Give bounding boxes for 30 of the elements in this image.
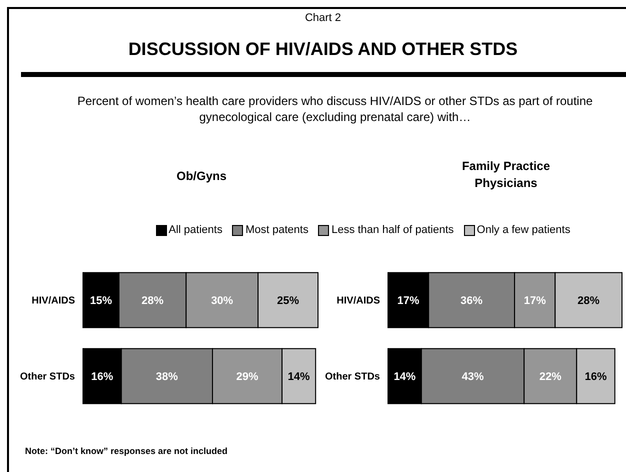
y-tick-label: HIV/AIDS: [32, 296, 76, 307]
chart-title: Ob/Gyns: [175, 168, 228, 185]
legend-label: Less than half of patients: [330, 224, 454, 236]
data-label: 14%: [288, 371, 310, 384]
data-label: 15%: [90, 295, 112, 308]
y-tick-label: Other STDs: [324, 372, 380, 383]
caption: Chart 2: [304, 12, 342, 24]
legend-label: Only a few patients: [476, 224, 570, 236]
data-label: 28%: [142, 295, 164, 308]
legend-label: Most patents: [244, 224, 308, 236]
data-label: 29%: [236, 371, 258, 384]
text: DISCUSSION OF HIV/AIDS AND OTHER STDS: [127, 39, 519, 60]
data-label: 30%: [211, 295, 234, 308]
y-tick-label: Other STDs: [20, 372, 76, 383]
data-label: 17%: [524, 295, 546, 308]
data-label: 36%: [460, 295, 483, 308]
data-label: 25%: [277, 295, 300, 308]
y-tick-label: HIV/AIDS: [336, 296, 380, 307]
data-label: 28%: [578, 295, 600, 308]
data-label: 16%: [91, 371, 114, 384]
data-label: 22%: [539, 371, 562, 384]
chart-title: Family Practice Physicians: [460, 158, 552, 192]
legend-label: All patients: [168, 224, 222, 236]
data-label: 14%: [394, 371, 416, 384]
text: Note: “Don’t know” responses are not included: [25, 446, 228, 456]
text: Percent of women’s health care providers who discuss HIV/AIDS or other STDs as part of routine gynecological care (excluding prenatal care) with…: [76, 93, 594, 125]
data-label: 38%: [156, 371, 178, 384]
data-label: 16%: [584, 371, 607, 384]
data-label: 17%: [397, 295, 420, 308]
data-label: 43%: [462, 371, 484, 384]
